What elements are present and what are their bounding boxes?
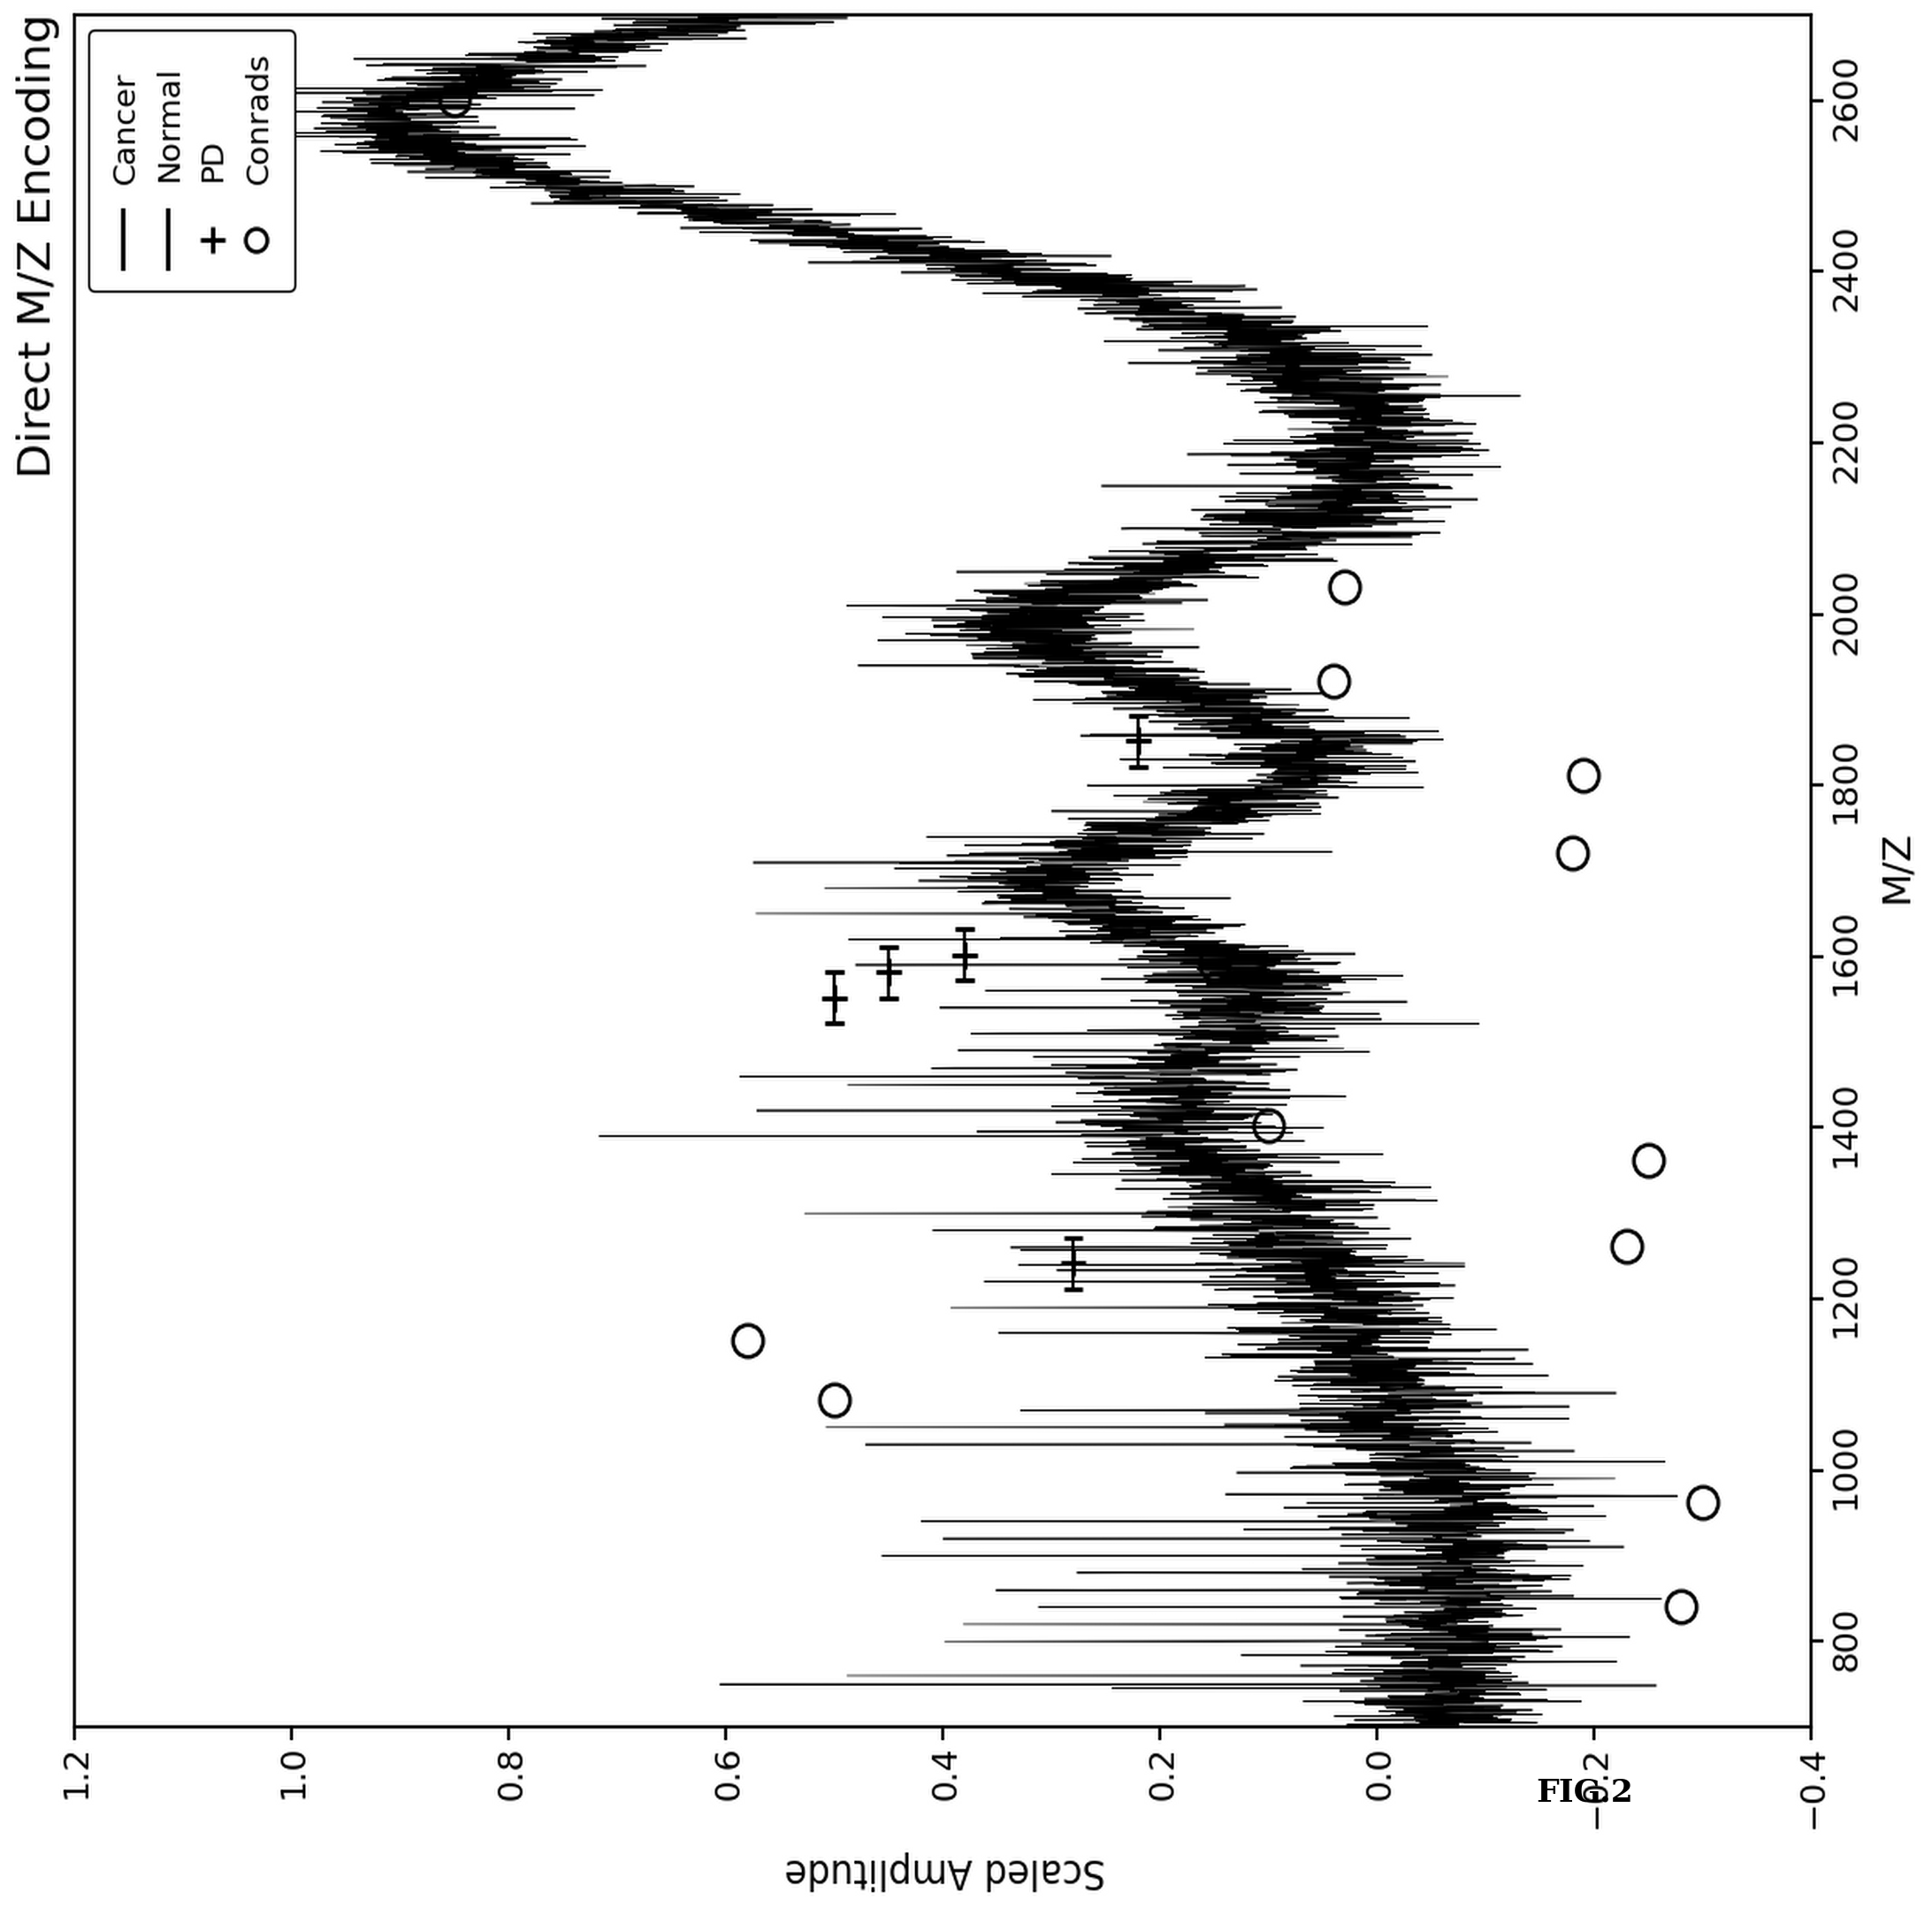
- Text: FIG.2: FIG.2: [1536, 1777, 1633, 1808]
